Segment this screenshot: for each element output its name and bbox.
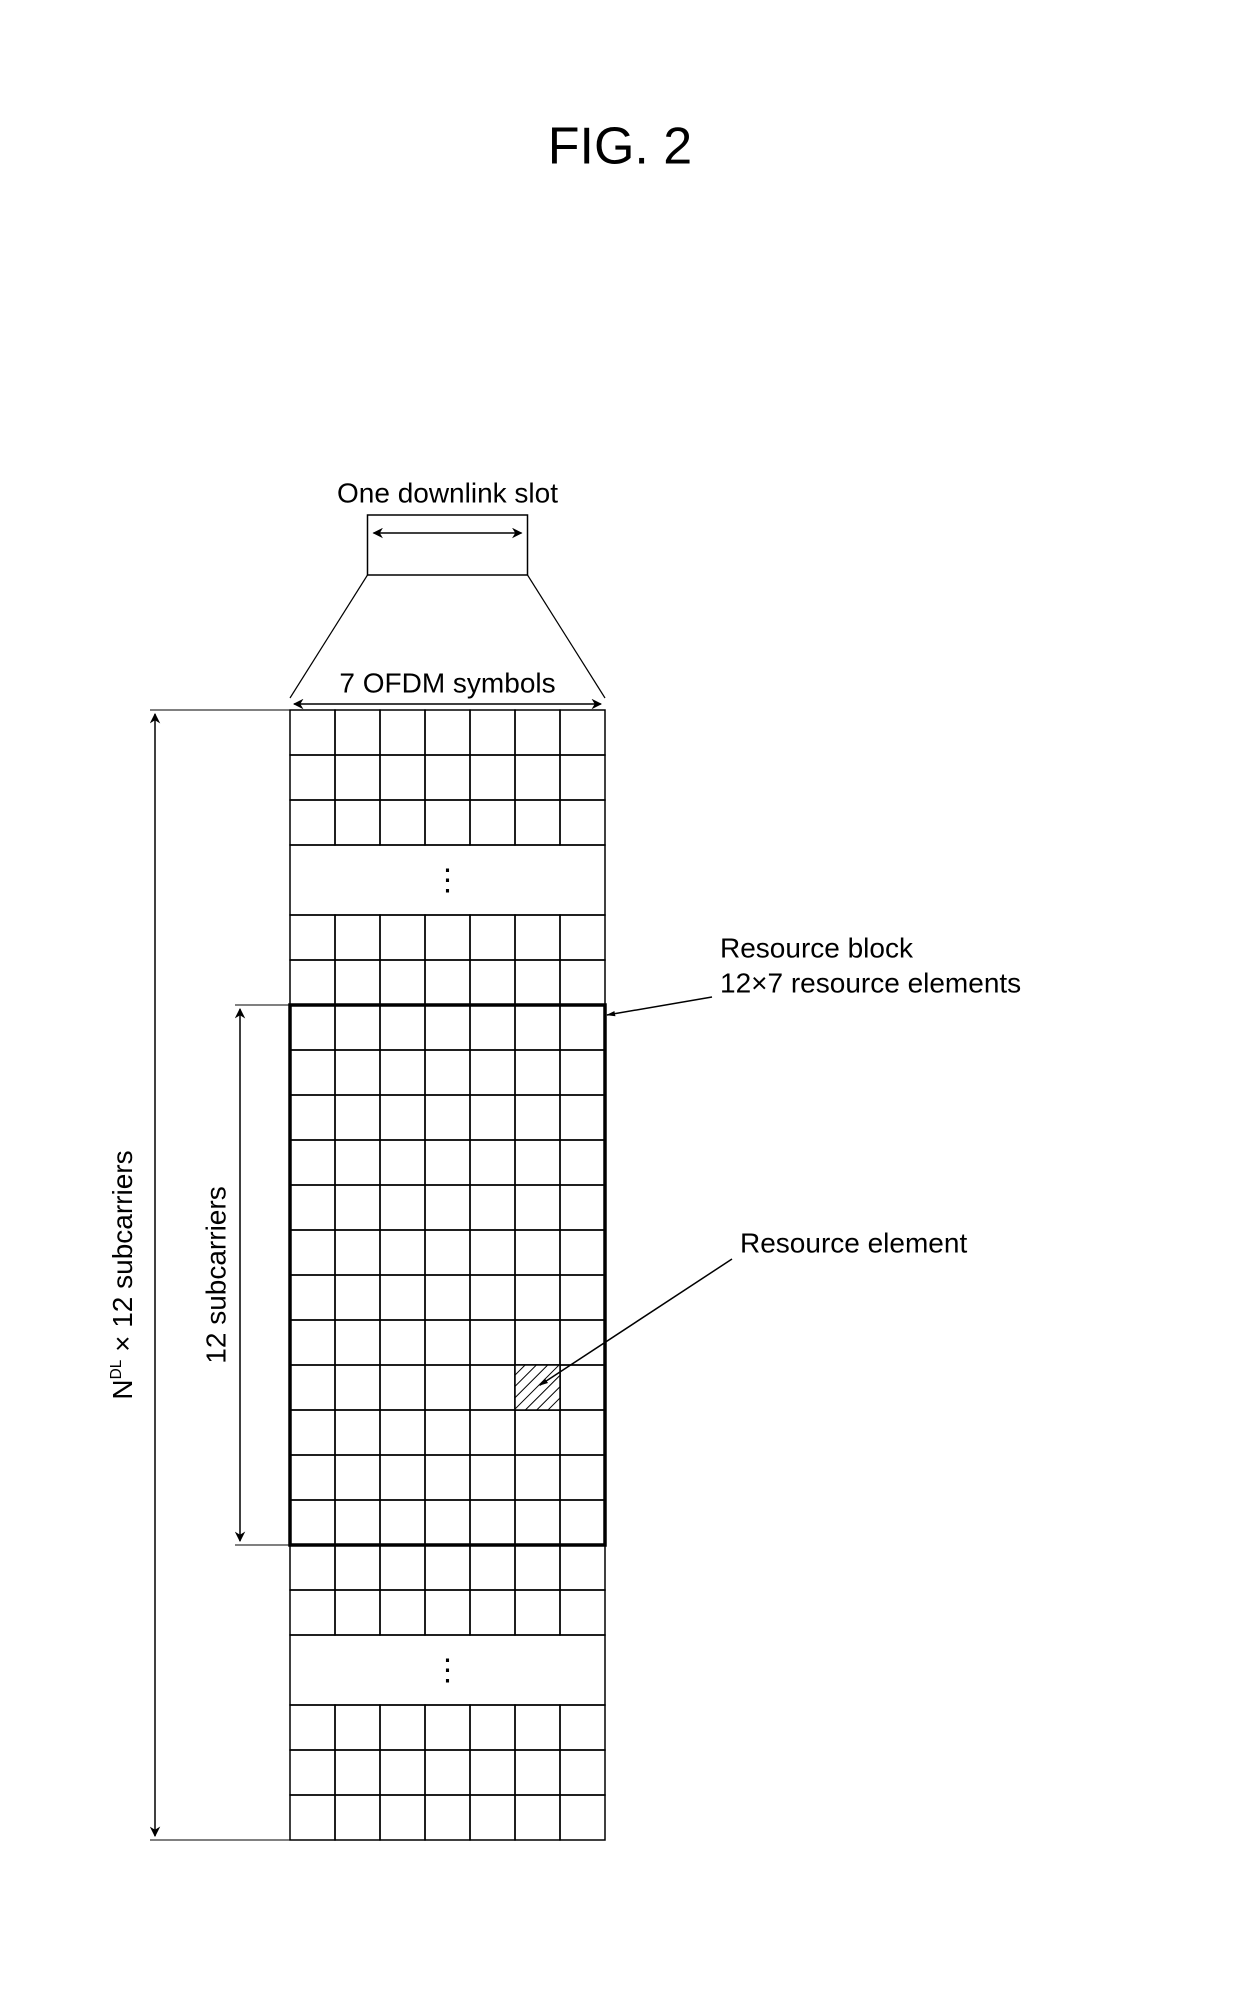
svg-text:12 subcarriers: 12 subcarriers <box>200 1186 231 1363</box>
svg-text:12×7 resource elements: 12×7 resource elements <box>720 967 1021 998</box>
svg-text:FIG. 2: FIG. 2 <box>548 118 692 176</box>
svg-text:⋮: ⋮ <box>433 864 463 897</box>
svg-text:NDL × 12 subcarriers: NDL × 12 subcarriers <box>107 1150 138 1399</box>
svg-text:7 OFDM symbols: 7 OFDM symbols <box>339 667 555 698</box>
svg-text:One downlink slot: One downlink slot <box>337 477 558 508</box>
svg-text:Resource block: Resource block <box>720 932 914 963</box>
svg-text:⋮: ⋮ <box>433 1654 463 1687</box>
svg-text:Resource element: Resource element <box>740 1227 967 1258</box>
resource-grid-diagram: FIG. 2 One downlink slot 7 OFDM symbols ⋮ ⋮ N… <box>0 0 1240 2014</box>
